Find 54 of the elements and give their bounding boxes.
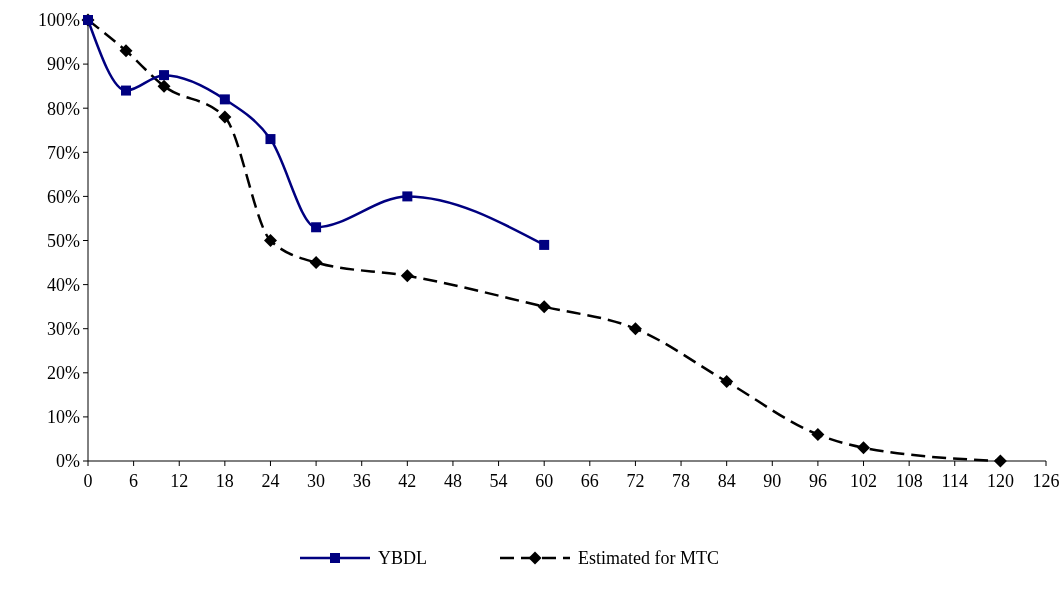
point	[311, 222, 322, 233]
y-tick-label: 10%	[47, 407, 80, 428]
legend-label: YBDL	[378, 548, 427, 569]
y-tick-label: 20%	[47, 363, 80, 384]
y-tick-label: 30%	[47, 319, 80, 339]
y-tick-label: 60%	[47, 186, 80, 207]
y-tick-label: 40%	[47, 274, 80, 295]
point	[119, 44, 133, 58]
point	[121, 85, 132, 96]
x-tick-label: 90	[763, 471, 782, 491]
legend-label: Estimated for MTC	[578, 548, 719, 569]
x-tick-label: 30	[307, 471, 326, 491]
x-tick-label: 66	[580, 471, 599, 491]
x-tick-label: 12	[170, 471, 189, 491]
point	[159, 70, 170, 81]
x-tick-label: 18	[215, 471, 234, 491]
point	[402, 191, 413, 202]
point	[857, 441, 871, 455]
y-tick-label: 50%	[47, 230, 80, 251]
y-tick-label: 100%	[38, 10, 80, 31]
x-tick-label: 36	[352, 471, 371, 491]
x-tick-label: 54	[489, 471, 508, 491]
point	[265, 134, 276, 145]
point	[539, 239, 550, 250]
point	[993, 454, 1007, 468]
point	[400, 269, 414, 283]
y-tick-label: 90%	[47, 54, 80, 75]
point	[218, 110, 232, 124]
point	[309, 256, 323, 270]
x-tick-label: 24	[261, 471, 280, 491]
point	[628, 322, 642, 336]
y-tick-label: 0%	[56, 451, 80, 472]
y-tick-label: 70%	[47, 142, 80, 163]
point	[219, 94, 230, 105]
x-tick-label: 60	[535, 471, 554, 491]
point	[537, 300, 551, 314]
point	[157, 79, 171, 93]
x-tick-label: 78	[672, 471, 691, 491]
x-tick-label: 108	[895, 471, 923, 491]
x-tick-label: 96	[808, 471, 827, 491]
x-tick-label: 42	[398, 471, 417, 491]
x-tick-label: 6	[129, 471, 139, 491]
y-tick-label: 80%	[47, 98, 80, 119]
x-tick-label: 120	[986, 471, 1014, 491]
x-tick-label: 0	[83, 471, 93, 491]
x-tick-label: 72	[626, 471, 645, 491]
x-tick-label: 84	[717, 471, 736, 491]
x-tick-label: 114	[941, 471, 968, 491]
x-tick-label: 126	[1032, 471, 1060, 491]
x-tick-label: 102	[850, 471, 878, 491]
x-tick-label: 48	[443, 471, 462, 491]
point	[811, 428, 825, 442]
point	[263, 234, 277, 247]
point	[720, 375, 734, 389]
